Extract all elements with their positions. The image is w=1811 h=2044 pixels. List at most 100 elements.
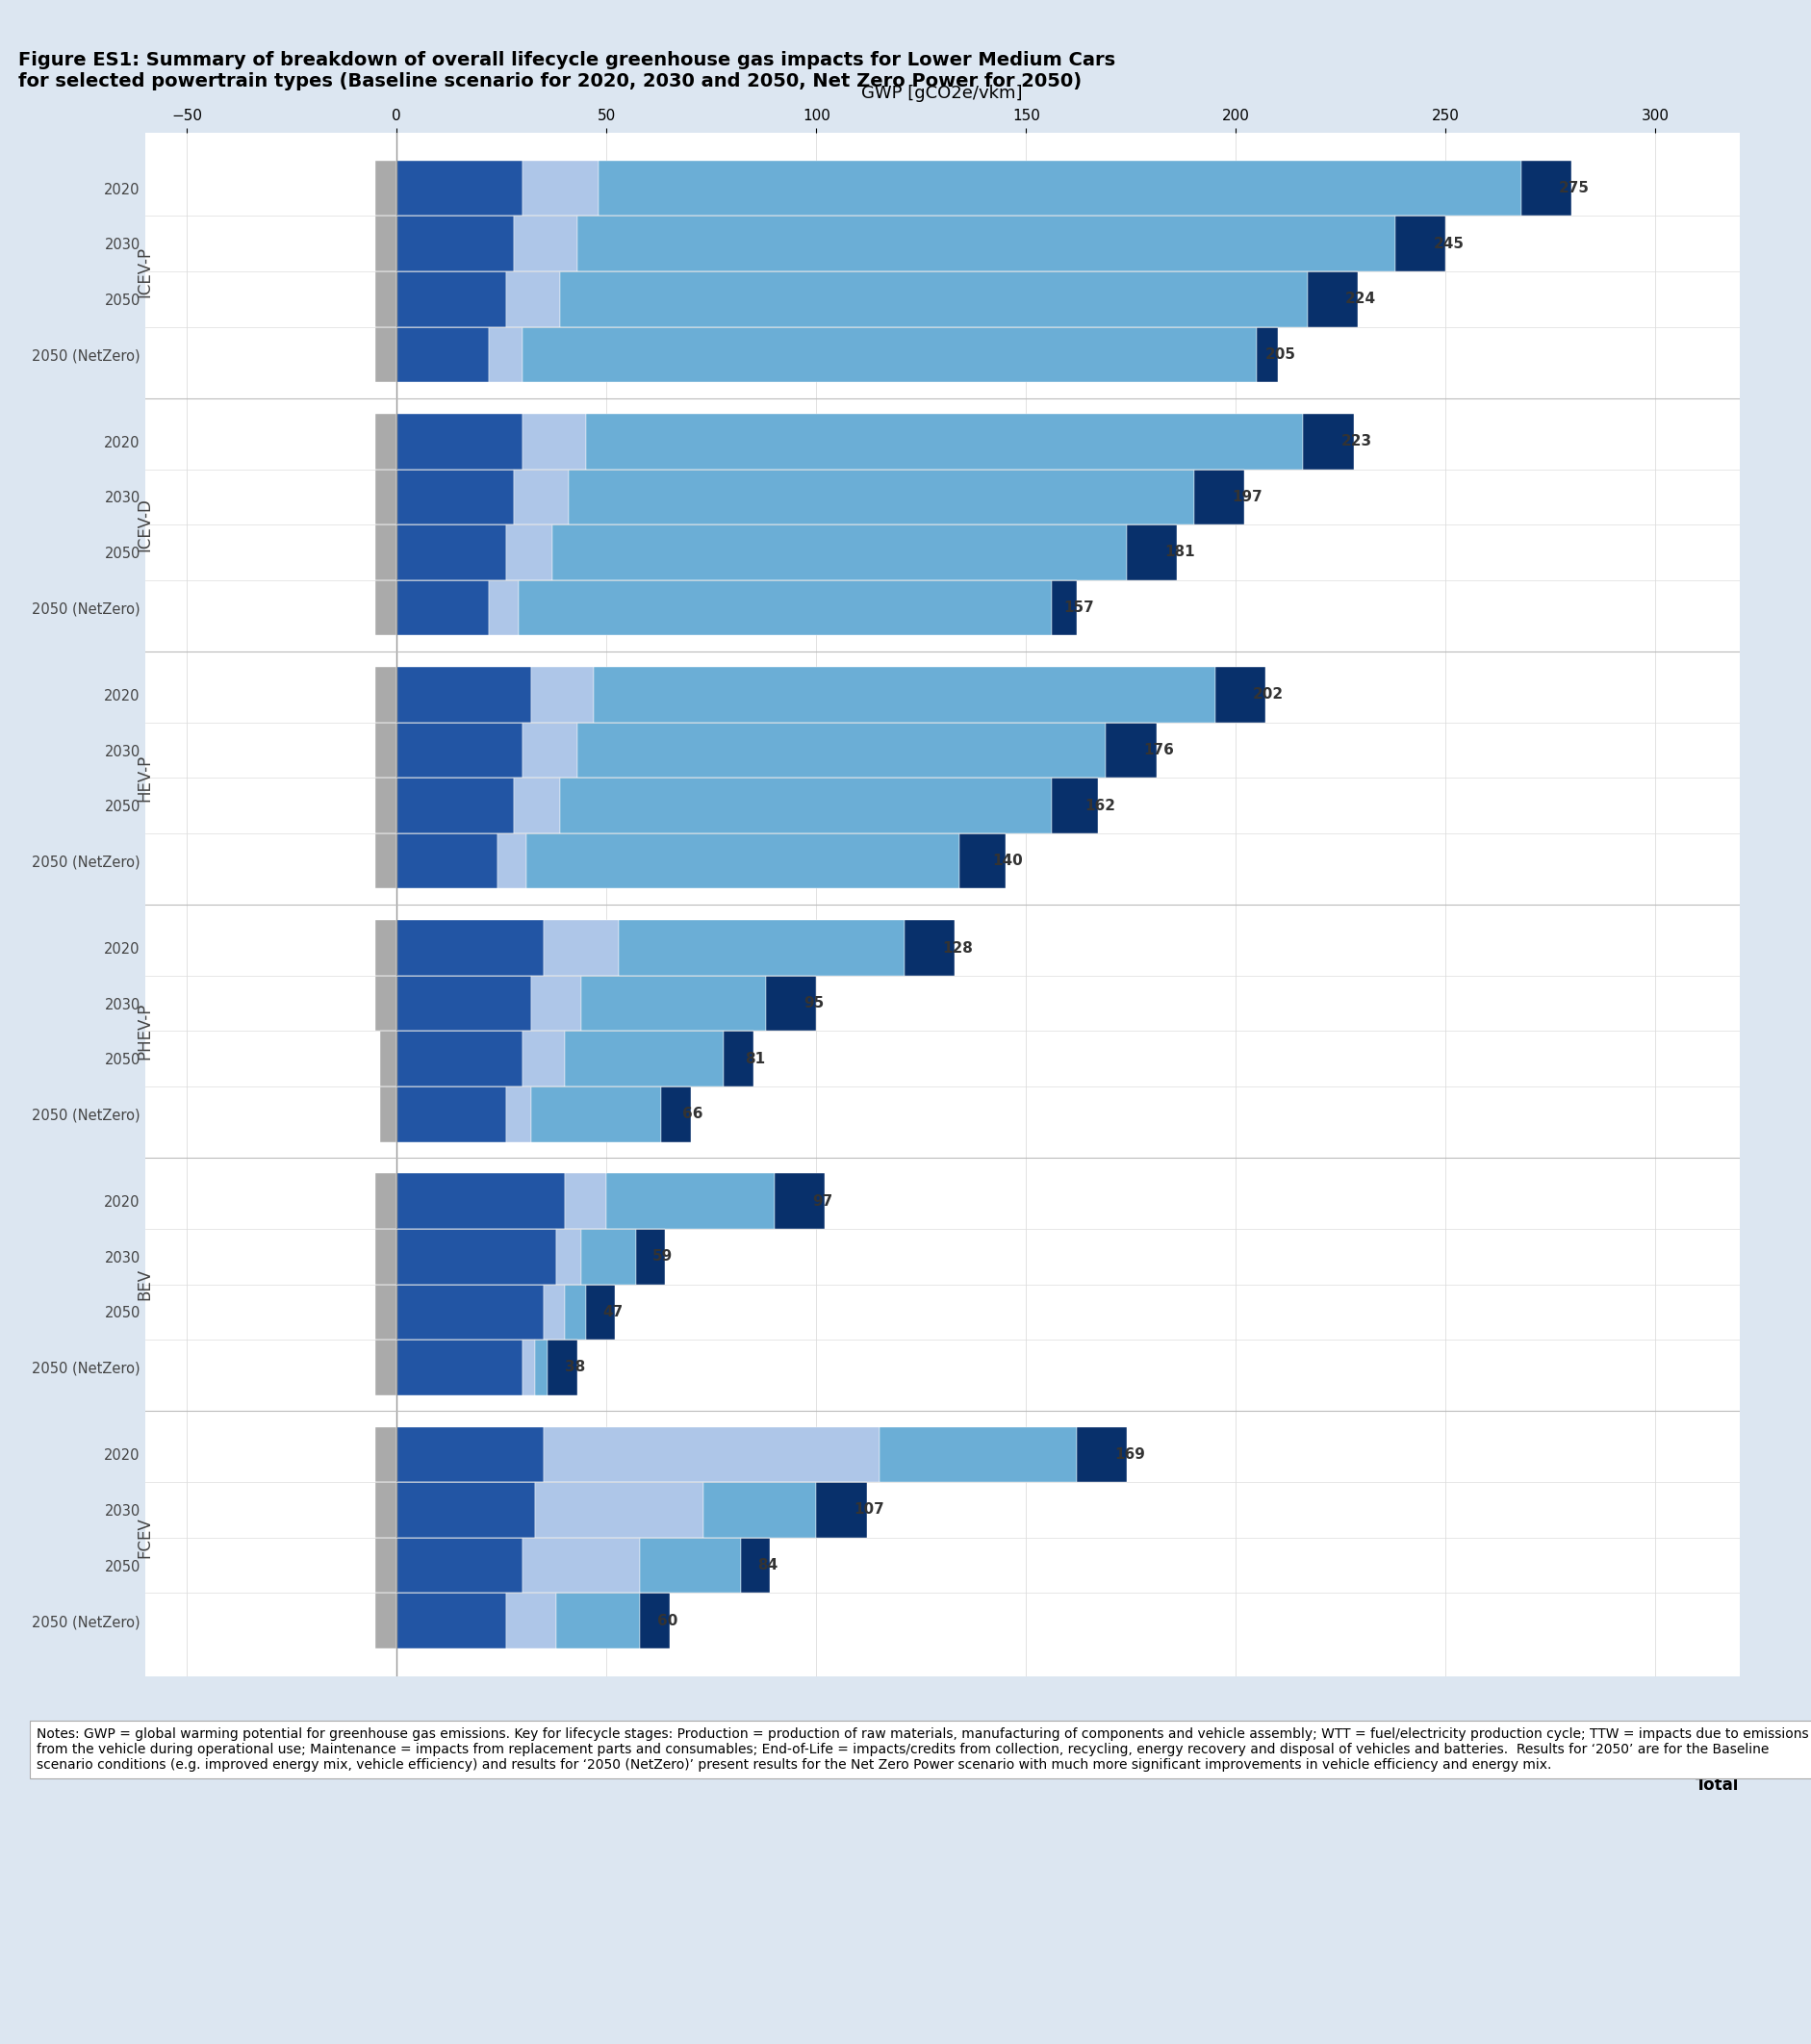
Bar — [1302, 413, 1353, 470]
Bar — [397, 580, 489, 636]
Bar — [560, 272, 1306, 327]
Bar — [527, 834, 958, 889]
Bar — [1306, 272, 1356, 327]
Bar — [773, 1173, 824, 1228]
Bar — [724, 1030, 753, 1087]
Bar — [375, 327, 397, 382]
Bar — [547, 1339, 578, 1396]
Bar — [397, 217, 514, 272]
Bar — [514, 217, 578, 272]
Text: ICEV-D: ICEV-D — [136, 499, 154, 552]
Bar — [585, 1284, 614, 1339]
Text: 140: 140 — [992, 854, 1023, 869]
Bar — [1126, 525, 1177, 580]
Text: 59: 59 — [652, 1249, 672, 1263]
Bar — [661, 1087, 690, 1143]
Bar — [397, 975, 531, 1030]
Bar — [552, 525, 1126, 580]
Bar — [1050, 580, 1076, 636]
Bar — [565, 1284, 585, 1339]
Bar — [375, 1284, 397, 1339]
Text: Notes: GWP = global warming potential for greenhouse gas emissions. Key for life: Notes: GWP = global warming potential fo… — [36, 1727, 1807, 1772]
Bar — [534, 1339, 547, 1396]
Bar — [522, 1339, 534, 1396]
Bar — [397, 1173, 565, 1228]
Bar — [1215, 666, 1264, 722]
Text: 84: 84 — [757, 1558, 777, 1572]
Bar — [397, 920, 543, 975]
Text: ICEV-P: ICEV-P — [136, 245, 154, 296]
Text: 107: 107 — [853, 1502, 884, 1517]
Text: 202: 202 — [1251, 687, 1282, 701]
Bar — [397, 1087, 505, 1143]
Text: 81: 81 — [744, 1051, 764, 1067]
Bar — [878, 1427, 1076, 1482]
Bar — [505, 272, 560, 327]
Bar — [505, 1087, 531, 1143]
Bar — [958, 834, 1005, 889]
Bar — [375, 580, 397, 636]
Text: 169: 169 — [1114, 1447, 1145, 1461]
Bar — [904, 920, 954, 975]
Bar — [375, 1173, 397, 1228]
Bar — [578, 722, 1105, 779]
Bar — [397, 1427, 543, 1482]
Bar — [375, 1339, 397, 1396]
Text: 95: 95 — [804, 995, 824, 1010]
Bar — [522, 413, 585, 470]
Text: 197: 197 — [1231, 491, 1262, 505]
Text: 38: 38 — [565, 1359, 585, 1376]
Bar — [817, 1482, 866, 1537]
Bar — [375, 779, 397, 834]
Bar — [397, 413, 522, 470]
Bar — [505, 525, 552, 580]
Bar — [703, 1482, 817, 1537]
Bar — [565, 1173, 607, 1228]
Bar — [397, 327, 489, 382]
Bar — [375, 834, 397, 889]
Text: 205: 205 — [1264, 347, 1295, 362]
Bar — [522, 722, 578, 779]
Text: 47: 47 — [601, 1304, 623, 1318]
Bar — [397, 1284, 543, 1339]
Text: 245: 245 — [1433, 237, 1463, 251]
Bar — [569, 470, 1193, 525]
Bar — [375, 272, 397, 327]
Bar — [397, 525, 505, 580]
Bar — [397, 722, 522, 779]
Bar — [397, 161, 522, 217]
Bar — [1105, 722, 1155, 779]
Text: 223: 223 — [1340, 433, 1371, 450]
Bar — [375, 413, 397, 470]
Text: 162: 162 — [1085, 799, 1116, 814]
Bar — [1193, 470, 1244, 525]
Text: 157: 157 — [1063, 601, 1094, 615]
Bar — [543, 920, 619, 975]
Bar — [375, 1537, 397, 1592]
Bar — [607, 1173, 773, 1228]
Bar — [581, 1228, 636, 1284]
Legend: Production, WTT, TTW, Maintenance, End-of-Life: Production, WTT, TTW, Maintenance, End-o… — [152, 1744, 737, 1768]
Bar — [578, 217, 1394, 272]
Bar — [598, 161, 1521, 217]
Text: Total: Total — [1695, 1776, 1739, 1795]
Bar — [543, 1284, 565, 1339]
Text: 176: 176 — [1143, 742, 1174, 758]
Text: FCEV: FCEV — [136, 1517, 154, 1558]
Bar — [543, 1427, 878, 1482]
Bar — [556, 1592, 639, 1647]
Bar — [375, 975, 397, 1030]
Bar — [534, 1482, 703, 1537]
Bar — [498, 834, 527, 889]
Bar — [1257, 327, 1277, 382]
Bar — [375, 525, 397, 580]
Bar — [380, 1087, 397, 1143]
Bar — [556, 1228, 581, 1284]
Bar — [397, 1030, 522, 1087]
Bar — [522, 1030, 565, 1087]
Bar — [639, 1592, 668, 1647]
Bar — [375, 666, 397, 722]
Bar — [375, 1592, 397, 1647]
Bar — [489, 580, 518, 636]
Bar — [397, 779, 514, 834]
